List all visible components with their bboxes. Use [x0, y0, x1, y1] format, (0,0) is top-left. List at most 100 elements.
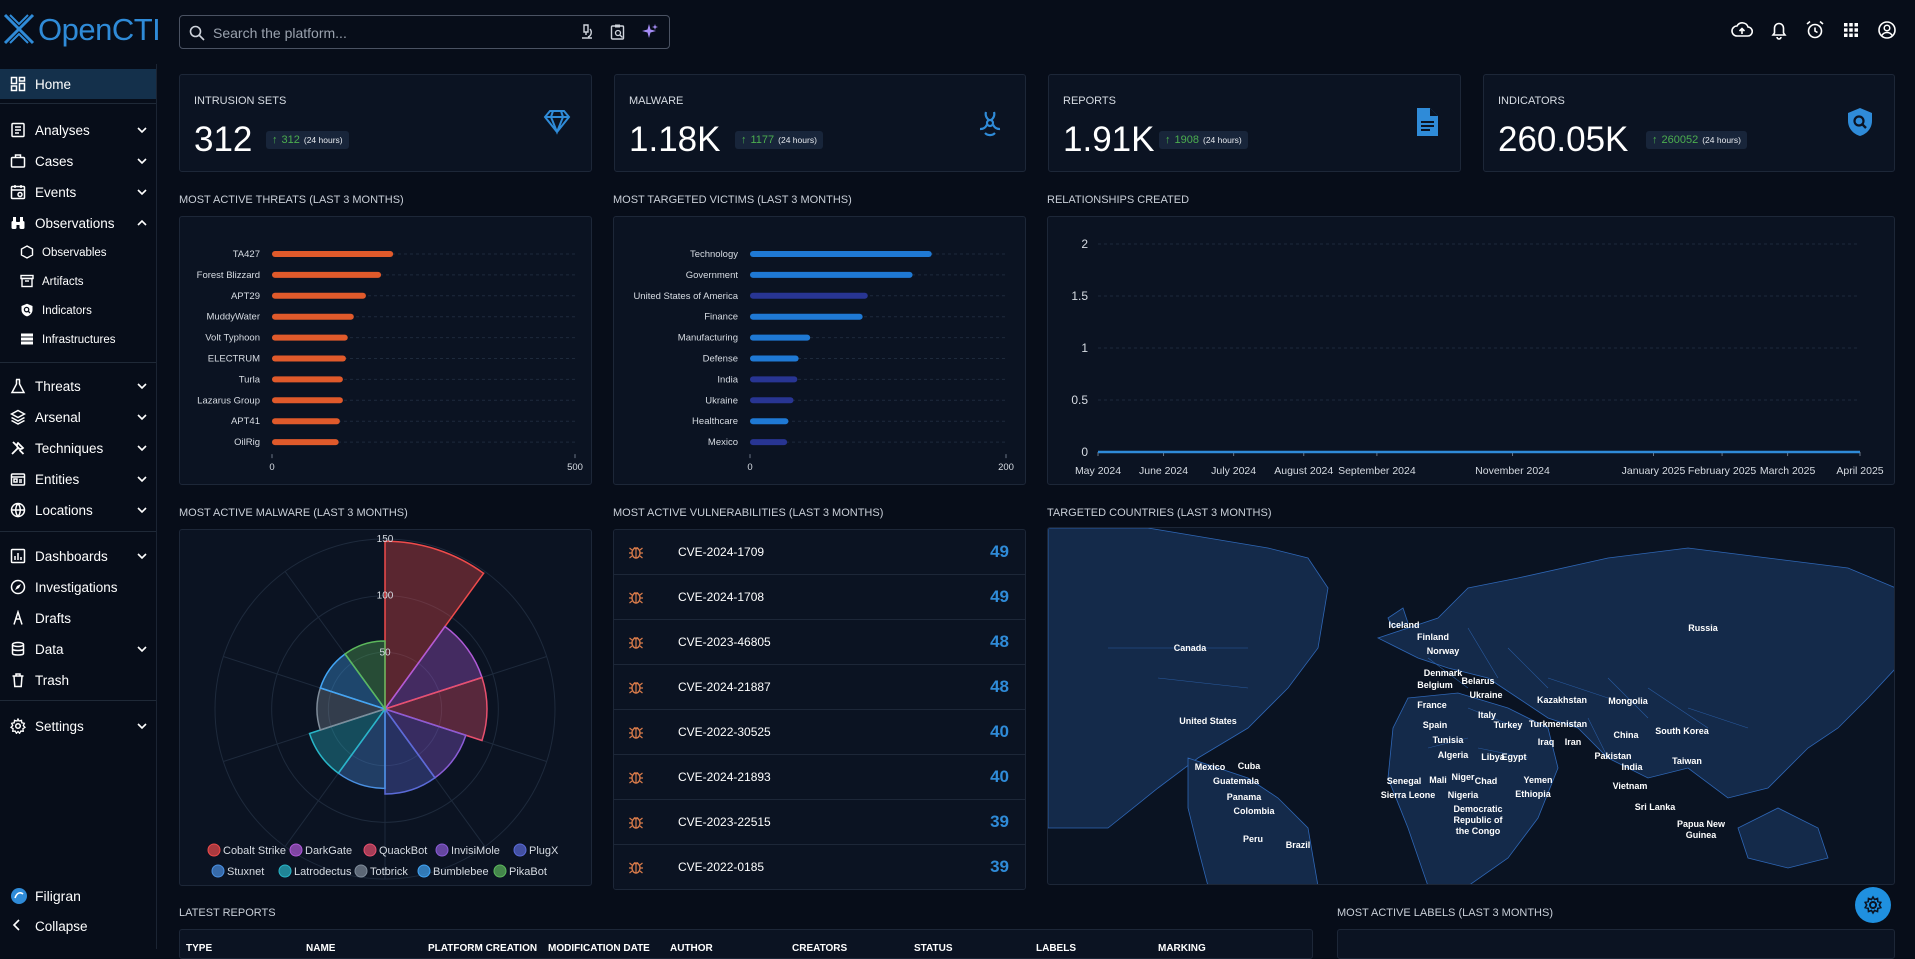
legend-label[interactable]: Cobalt Strike: [223, 845, 286, 857]
sidebar-item-investigations[interactable]: Investigations: [0, 572, 156, 602]
legend-label[interactable]: Latrodectus: [294, 866, 352, 878]
sidebar-item-infrastructures[interactable]: Infrastructures: [0, 325, 156, 355]
sidebar-item-events[interactable]: Events: [0, 177, 156, 207]
section-title-malware: MOST ACTIVE MALWARE (LAST 3 MONTHS): [179, 507, 408, 519]
malware-slice-cobalt-strike[interactable]: [384, 540, 485, 712]
sidebar-item-entities[interactable]: Entities: [0, 464, 156, 494]
sidebar-item-artifacts[interactable]: Artifacts: [0, 267, 156, 297]
victim-bar[interactable]: [750, 271, 913, 278]
sidebar-item-trash[interactable]: Trash: [0, 665, 156, 695]
tick-label: APT29: [231, 291, 260, 302]
stat-delta: ↑ 1908 (24 hours): [1159, 131, 1248, 149]
legend-label[interactable]: Bumblebee: [433, 866, 489, 878]
country-label: Ukraine: [1469, 690, 1502, 700]
opencti-logo[interactable]: OpenCTI: [2, 10, 161, 50]
threat-bar[interactable]: [272, 397, 343, 404]
sidebar-item-dashboards[interactable]: Dashboards: [0, 541, 156, 571]
legend-label[interactable]: Stuxnet: [227, 866, 264, 878]
country-label: Denmark: [1424, 668, 1464, 678]
vulnerability-name: CVE-2024-1708: [678, 590, 765, 604]
victim-bar[interactable]: [750, 313, 863, 320]
vulnerability-row[interactable]: CVE-2023-22515 39: [614, 800, 1025, 845]
threat-bar[interactable]: [272, 418, 340, 425]
victim-bar[interactable]: [750, 418, 789, 425]
malware-slice-pikabot[interactable]: [343, 640, 386, 712]
threat-bar[interactable]: [272, 292, 366, 299]
legend-label[interactable]: DarkGate: [305, 845, 352, 857]
stat-card-indicators[interactable]: INDICATORS 260.05K ↑ 260052 (24 hours): [1483, 74, 1895, 172]
victim-bar[interactable]: [750, 397, 794, 404]
search-bar[interactable]: Search the platform...: [179, 15, 670, 49]
account-icon[interactable]: [1877, 20, 1897, 40]
vulnerability-row[interactable]: CVE-2024-21893 40: [614, 755, 1025, 800]
analyses-icon: [11, 122, 25, 138]
victim-bar[interactable]: [750, 376, 798, 383]
alarm-clock-icon[interactable]: [1805, 20, 1825, 40]
vulnerability-row[interactable]: CVE-2024-1708 49: [614, 575, 1025, 620]
database-icon: [11, 641, 25, 656]
vulnerability-count: 39: [990, 812, 1009, 831]
stat-label: INTRUSION SETS: [194, 95, 287, 107]
vulnerability-row[interactable]: CVE-2022-30525 40: [614, 710, 1025, 755]
sidebar-item-indicators[interactable]: Indicators: [0, 296, 156, 326]
tick-label: Finance: [704, 312, 738, 323]
sidebar-divider: [0, 362, 156, 363]
gear-icon: [1863, 895, 1883, 915]
threat-bar[interactable]: [272, 376, 343, 383]
clipboard-search-icon[interactable]: [609, 23, 627, 41]
ai-sparkle-icon[interactable]: [641, 23, 659, 41]
apps-grid-icon[interactable]: [1841, 20, 1861, 40]
targeted-countries-map[interactable]: Canada Iceland Finland Russia Norway Denmark B…: [1047, 527, 1895, 885]
sidebar-item-threats[interactable]: Threats: [0, 371, 156, 401]
malware-slice-quackbot[interactable]: [382, 676, 488, 742]
y-tick-label: 0.5: [1071, 393, 1088, 407]
sidebar-item-observables[interactable]: Observables: [0, 238, 156, 268]
victim-bar[interactable]: [750, 439, 788, 446]
microscope-icon[interactable]: [577, 23, 595, 41]
sidebar-item-drafts[interactable]: Drafts: [0, 603, 156, 633]
malware-slice-latrodectus[interactable]: [308, 707, 387, 775]
legend-label[interactable]: Totbrick: [370, 866, 408, 878]
vulnerability-row[interactable]: CVE-2023-46805 48: [614, 620, 1025, 665]
section-title-labels: MOST ACTIVE LABELS (LAST 3 MONTHS): [1337, 907, 1553, 919]
victim-bar[interactable]: [750, 334, 811, 341]
sidebar-item-arsenal[interactable]: Arsenal: [0, 402, 156, 432]
legend-label[interactable]: InvisiMole: [451, 845, 500, 857]
vulnerability-row[interactable]: CVE-2024-1709 49: [614, 530, 1025, 575]
x-tick-label: September 2024: [1338, 465, 1416, 477]
threat-bar[interactable]: [272, 251, 394, 257]
legend-label[interactable]: QuackBot: [379, 845, 427, 857]
filigran-brand[interactable]: Filigran: [0, 880, 156, 910]
threat-bar[interactable]: [272, 355, 346, 362]
collapse-button[interactable]: Collapse: [0, 911, 156, 941]
relationships-chart-card: 0 0.5 1 1.5 2 May 2024 June 2024 July 2024 Augus…: [1047, 216, 1895, 485]
sidebar-item-settings[interactable]: Settings: [0, 711, 156, 741]
vulnerability-row[interactable]: CVE-2022-0185 39: [614, 845, 1025, 889]
search-input[interactable]: Search the platform...: [213, 25, 347, 41]
stat-card-malware[interactable]: MALWARE 1.18K ↑ 1177 (24 hours): [614, 74, 1026, 172]
legend-label[interactable]: PikaBot: [509, 866, 547, 878]
cloud-upload-icon[interactable]: [1731, 20, 1753, 40]
entities-icon: [10, 473, 26, 486]
bell-icon[interactable]: [1769, 20, 1789, 40]
victim-bar[interactable]: [750, 292, 868, 299]
threat-bar[interactable]: [272, 334, 348, 341]
sidebar-item-data[interactable]: Data: [0, 634, 156, 664]
stat-card-reports[interactable]: REPORTS 1.91K ↑ 1908 (24 hours): [1048, 74, 1461, 172]
sidebar-item-home[interactable]: Home: [0, 69, 156, 99]
vulnerability-row[interactable]: CVE-2024-21887 48: [614, 665, 1025, 710]
sidebar-item-locations[interactable]: Locations: [0, 495, 156, 525]
malware-slice-plugx[interactable]: [384, 706, 437, 795]
sidebar-item-observations[interactable]: Observations: [0, 208, 156, 238]
sidebar-item-analyses[interactable]: Analyses: [0, 115, 156, 145]
sidebar-item-techniques[interactable]: Techniques: [0, 433, 156, 463]
stat-card-intrusion-sets[interactable]: INTRUSION SETS 312 ↑ 312 (24 hours): [179, 74, 592, 172]
threat-bar[interactable]: [272, 271, 382, 278]
settings-fab-button[interactable]: [1855, 887, 1891, 923]
sidebar-item-cases[interactable]: Cases: [0, 146, 156, 176]
victim-bar[interactable]: [750, 355, 799, 362]
threat-bar[interactable]: [272, 313, 354, 320]
victim-bar[interactable]: [750, 251, 932, 257]
threat-bar[interactable]: [272, 439, 339, 446]
legend-label[interactable]: PlugX: [529, 845, 559, 857]
